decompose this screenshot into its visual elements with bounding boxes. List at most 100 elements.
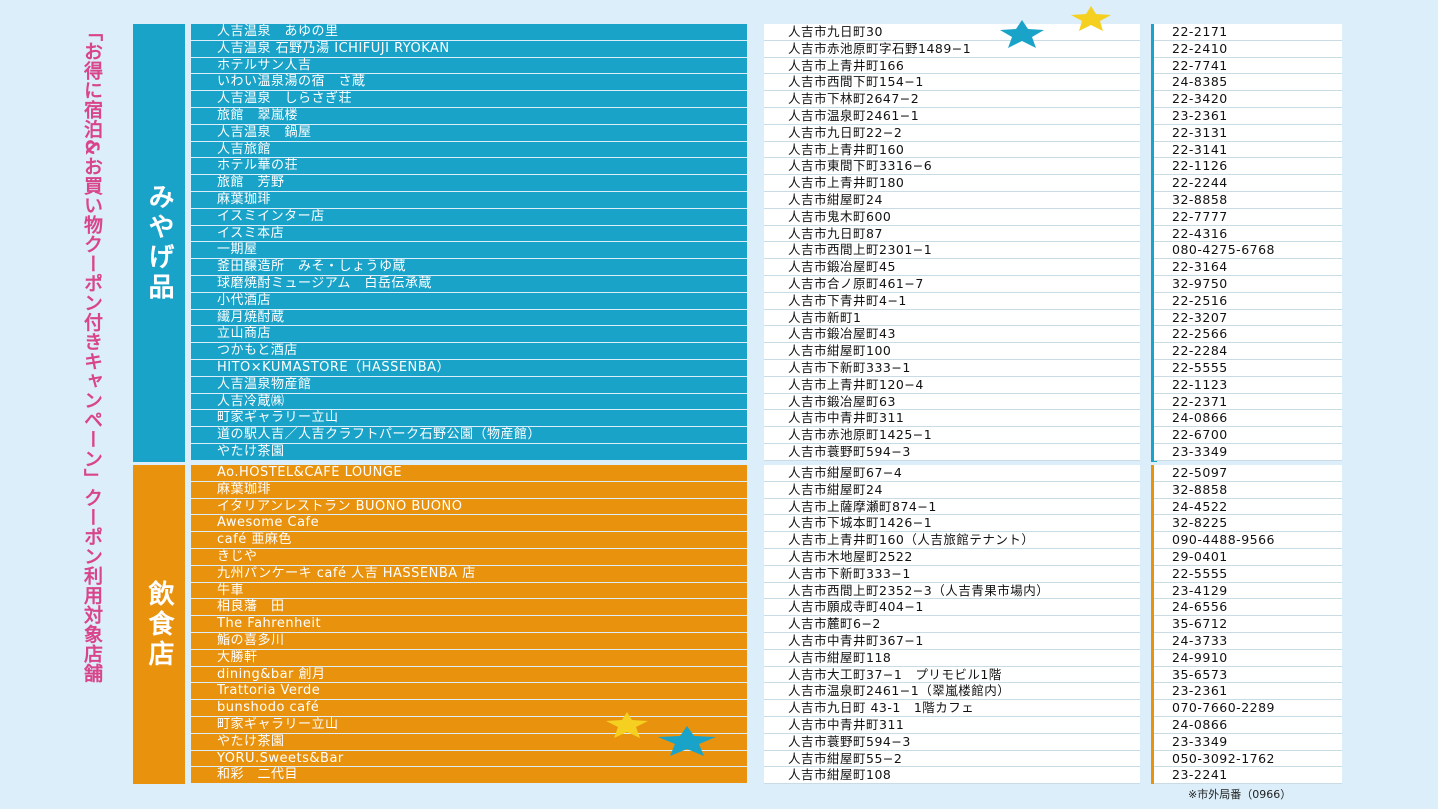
store-address: 人吉市鍛冶屋町45 (764, 259, 1140, 276)
store-address: 人吉市上薩摩瀬町874−1 (764, 498, 1140, 516)
store-address: 人吉市西間上町2301−1 (764, 242, 1140, 260)
store-address: 人吉市紺屋町100 (764, 343, 1140, 360)
store-name: bunshodo café (191, 700, 747, 716)
store-name: 球磨焼酎ミュージアム 白岳伝承蔵 (191, 275, 747, 292)
store-tel: 23-2361 (1154, 107, 1342, 125)
store-address: 人吉市九日町22−2 (764, 124, 1140, 142)
store-tel: 22-2171 (1154, 24, 1342, 41)
store-tel: 22-6700 (1154, 427, 1342, 444)
store-address: 人吉市温泉町2461−1（翠嵐楼館内） (764, 683, 1140, 701)
table-row: 九州パンケーキ café 人吉 HASSENBA 店人吉市下新町333−1 22-… (191, 565, 1351, 583)
store-tel: 22-3164 (1154, 259, 1342, 276)
store-name: 和彩 二代目 (191, 767, 747, 784)
table-row: 町家ギャラリー立山 人吉市中青井町311 24-0866 (191, 716, 1351, 734)
store-tel: 22-3131 (1154, 124, 1342, 142)
store-name: 人吉温泉 しらさぎ荘 (191, 91, 747, 107)
store-name: 旅館 芳野 (191, 175, 747, 191)
table-row: ホテルサン人吉 人吉市上青井町166 22-7741 (191, 57, 1351, 75)
store-name: café 亜麻色 (191, 532, 747, 548)
store-address: 人吉市紺屋町24 (764, 191, 1140, 209)
table-row: Ao.HOSTEL&CAFÉ LOUNGE 人吉市紺屋町67−4 22-5097 (191, 465, 1351, 482)
store-tel: 23-3349 (1154, 443, 1342, 461)
table-row: 小代酒店 人吉市下青井町4−1 22-2516 (191, 292, 1351, 310)
area-code-note: ※市外局番（0966） (1188, 788, 1292, 801)
store-tel: 22-3207 (1154, 309, 1342, 327)
table-row: ホテル華の荘 人吉市東間下町3316−6 22-1126 (191, 158, 1351, 176)
store-name: 九州パンケーキ café 人吉 HASSENBA 店 (191, 565, 747, 582)
table-row: 町家ギャラリー立山 人吉市中青井町311 24-0866 (191, 410, 1351, 428)
store-name: 一期屋 (191, 242, 747, 259)
store-name: The Fahrenheit (191, 616, 747, 632)
store-address: 人吉市紺屋町108 (764, 767, 1140, 785)
store-tel: 32-8858 (1154, 191, 1342, 209)
store-name: 町家ギャラリー立山 (191, 410, 747, 427)
store-address: 人吉市木地屋町2522 (764, 548, 1140, 566)
store-tel: 22-2371 (1154, 393, 1342, 411)
restaurant-store-list: Ao.HOSTEL&CAFÉ LOUNGE 人吉市紺屋町67−4 22-5097 麻葉… (191, 465, 1351, 785)
store-address: 人吉市蓑野町594−3 (764, 733, 1140, 751)
store-name: イスミインター店 (191, 208, 747, 225)
table-row: 釜田醸造所 みそ・しょうゆ蔵 人吉市鍛冶屋町45 22-3164 (191, 259, 1351, 276)
store-tel: 29-0401 (1154, 548, 1342, 566)
store-tel: 32-8858 (1154, 481, 1342, 499)
store-name: YORU.Sweets&Bar (191, 750, 747, 767)
store-name: 相良藩 田 (191, 599, 747, 616)
store-name: イタリアンレストラン BUONO BUONO (191, 498, 747, 515)
store-name: ホテルサン人吉 (191, 57, 747, 74)
store-address: 人吉市鬼木町600 (764, 208, 1140, 226)
table-row: dining&bar 創月 人吉市大工町37−1 プリモビル1階 35-6573 (191, 666, 1351, 684)
table-row: 人吉冷蔵㈱ 人吉市鍛冶屋町63 22-2371 (191, 393, 1351, 411)
store-name: ホテル華の荘 (191, 158, 747, 175)
star-yellow-icon (1071, 6, 1111, 31)
store-address: 人吉市中青井町367−1 (764, 632, 1140, 650)
table-row: café 亜麻色 人吉市上青井町160（人吉旅館テナント） 090-4488-956… (191, 532, 1351, 549)
store-tel: 24-3733 (1154, 632, 1342, 650)
store-tel: 24-0866 (1154, 410, 1342, 428)
star-blue-icon (1000, 20, 1044, 48)
store-tel: 22-7741 (1154, 57, 1342, 75)
store-name: Ao.HOSTEL&CAFÉ LOUNGE (191, 465, 747, 481)
table-row: 人吉温泉物産館 人吉市上青井町120−4 22-1123 (191, 376, 1351, 394)
store-address: 人吉市鍛冶屋町43 (764, 326, 1140, 344)
store-tel: 22-1123 (1154, 376, 1342, 394)
store-address: 人吉市下新町333−1 (764, 359, 1140, 377)
table-row: 繊月焼酎蔵 人吉市新町1 22-3207 (191, 309, 1351, 327)
store-tel: 24-6556 (1154, 599, 1342, 617)
souvenir-store-list: 人吉温泉 あゆの里 人吉市九日町30 22-2171 人吉温泉 石野乃湯 ICHIFU… (191, 24, 1351, 461)
store-address: 人吉市下新町333−1 (764, 565, 1140, 583)
store-address: 人吉市上青井町166 (764, 57, 1140, 75)
store-address: 人吉市西間下町154−1 (764, 74, 1140, 92)
table-row: 和彩 二代目 人吉市紺屋町108 23-2241 (191, 767, 1351, 785)
store-address: 人吉市紺屋町24 (764, 481, 1140, 499)
table-row: 人吉温泉 あゆの里 人吉市九日町30 22-2171 (191, 24, 1351, 41)
store-address: 人吉市蓑野町594−3 (764, 443, 1140, 461)
store-name: 人吉温泉 鍋屋 (191, 124, 747, 141)
store-name: 人吉温泉 あゆの里 (191, 24, 747, 40)
store-address: 人吉市中青井町311 (764, 716, 1140, 734)
store-address: 人吉市新町1 (764, 309, 1140, 327)
store-address: 人吉市下城本町1426−1 (764, 515, 1140, 533)
store-name: きじや (191, 548, 747, 565)
table-row: やたけ茶園 人吉市蓑野町594−3 23-3349 (191, 443, 1351, 461)
table-row: Awesome Cafe 人吉市下城本町1426−1 32-8225 (191, 515, 1351, 533)
store-address: 人吉市九日町30 (764, 24, 1140, 41)
table-row: きじや 人吉市木地屋町2522 29-0401 (191, 548, 1351, 566)
table-row: 牛車 人吉市西間上町2352−3（人吉青果市場内） 23-4129 (191, 582, 1351, 600)
table-row: イスミインター店 人吉市鬼木町600 22-7777 (191, 208, 1351, 226)
store-tel: 22-5555 (1154, 359, 1342, 377)
table-row: やたけ茶園 人吉市蓑野町594−3 23-3349 (191, 733, 1351, 751)
table-row: Trattoria Verde 人吉市温泉町2461−1（翠嵐楼館内） 23-236… (191, 683, 1351, 701)
table-row: bunshodo café 人吉市九日町 43-1 1階カフェ 070-7660-2… (191, 700, 1351, 717)
store-tel: 23-2241 (1154, 767, 1342, 785)
store-tel: 24-4522 (1154, 498, 1342, 516)
store-tel: 22-2284 (1154, 343, 1342, 360)
store-address: 人吉市願成寺町404−1 (764, 599, 1140, 617)
category-souvenir: みやげ品 (133, 24, 185, 462)
store-address: 人吉市鍛冶屋町63 (764, 393, 1140, 411)
store-name: やたけ茶園 (191, 733, 747, 750)
store-name: 釜田醸造所 みそ・しょうゆ蔵 (191, 259, 747, 275)
store-tel: 22-5097 (1154, 465, 1342, 482)
store-tel: 23-2361 (1154, 683, 1342, 701)
store-tel: 22-2410 (1154, 40, 1342, 58)
table-row: いわい温泉湯の宿 さ蔵 人吉市西間下町154−1 24-8385 (191, 74, 1351, 92)
